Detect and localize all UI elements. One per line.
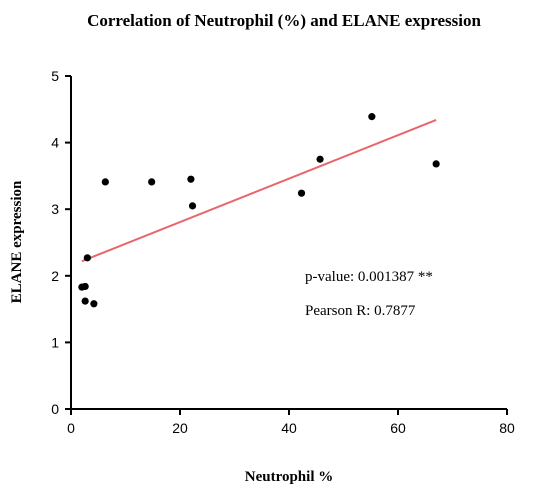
- y-tick-label: 1: [51, 334, 59, 350]
- data-point: [297, 189, 306, 197]
- x-tick-label: 0: [67, 420, 75, 436]
- axes: 0 20 40 60 80 0 1 2 3 4 5: [51, 68, 515, 436]
- x-tick-label: 80: [499, 420, 515, 436]
- data-point: [81, 282, 89, 291]
- data-point: [187, 175, 195, 183]
- x-tick-label: 60: [390, 420, 406, 436]
- data-point: [83, 254, 91, 262]
- x-axis-label: Neutrophil %: [245, 469, 333, 485]
- data-point: [316, 155, 324, 163]
- data-point: [432, 160, 440, 168]
- x-tick-label: 40: [281, 420, 297, 436]
- pearson-r-annotation: Pearson R: 0.7877: [305, 303, 416, 319]
- data-point: [368, 113, 376, 121]
- data-point: [101, 178, 109, 186]
- y-tick-label: 0: [51, 401, 59, 417]
- y-tick-label: 4: [51, 135, 59, 151]
- data-point: [148, 178, 156, 186]
- y-tick-label: 5: [51, 68, 59, 84]
- x-tick-label: 20: [172, 420, 188, 436]
- regression-line: [81, 119, 437, 263]
- y-tick-label: 2: [51, 268, 59, 284]
- y-tick-label: 3: [51, 201, 59, 217]
- data-point: [81, 297, 89, 305]
- regression-line-group: [81, 119, 437, 263]
- data-point: [90, 300, 98, 308]
- p-value-annotation: p-value: 0.001387 **: [305, 269, 433, 285]
- data-point: [188, 202, 197, 210]
- y-axis-label: ELANE expression: [9, 180, 25, 303]
- chart-title: Correlation of Neutrophil (%) and ELANE …: [87, 11, 481, 30]
- data-points: [78, 113, 440, 308]
